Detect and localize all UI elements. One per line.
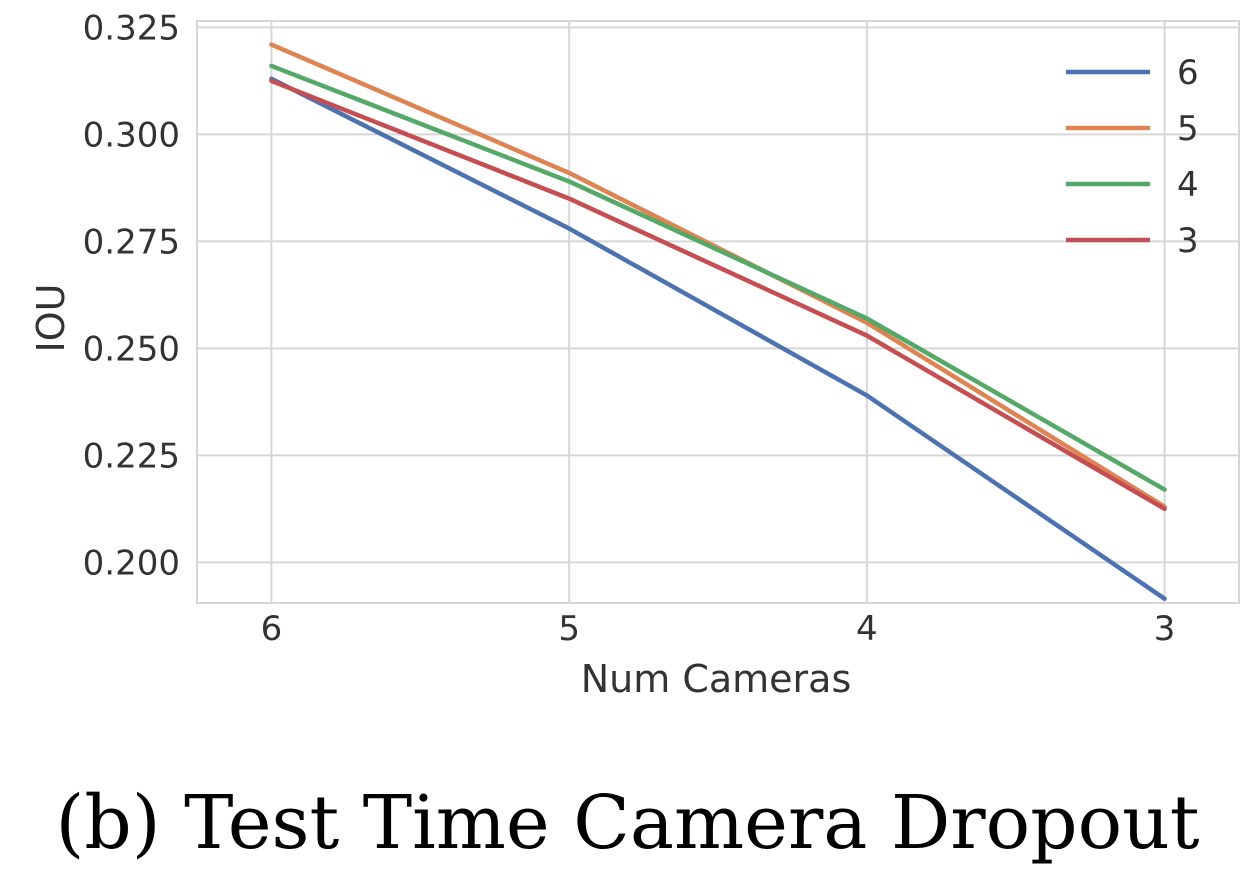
x-tick-label: 6 [261, 609, 283, 649]
series-line-6 [269, 76, 1167, 601]
x-axis-ticks: 6 5 4 3 [261, 609, 1176, 649]
y-axis-title: IOU [29, 284, 73, 353]
x-tick-label: 4 [856, 609, 878, 649]
line-chart: 0.200 0.225 0.250 0.275 0.300 0.325 6 5 4 3 Num … [29, 8, 1240, 701]
y-tick-label: 0.300 [83, 115, 180, 155]
grid [197, 21, 1239, 603]
x-axis-title: Num Cameras [581, 657, 852, 701]
legend-label-4: 4 [1177, 165, 1199, 205]
legend-label-5: 5 [1177, 109, 1199, 149]
x-tick-label: 3 [1154, 609, 1176, 649]
y-tick-label: 0.325 [83, 8, 180, 48]
y-tick-label: 0.225 [83, 436, 180, 476]
legend-label-6: 6 [1177, 53, 1199, 93]
series-line-4 [269, 63, 1167, 492]
x-tick-label: 5 [558, 609, 580, 649]
figure-caption: (b) Test Time Camera Dropout [55, 780, 1200, 866]
series-lines [269, 42, 1167, 601]
y-tick-label: 0.200 [83, 543, 180, 583]
legend: 6 5 4 3 [1066, 53, 1199, 261]
legend-label-3: 3 [1177, 221, 1199, 261]
y-tick-label: 0.250 [83, 329, 180, 369]
y-tick-label: 0.275 [83, 222, 180, 262]
y-axis-ticks: 0.200 0.225 0.250 0.275 0.300 0.325 [83, 8, 180, 583]
series-line-3 [269, 78, 1167, 512]
